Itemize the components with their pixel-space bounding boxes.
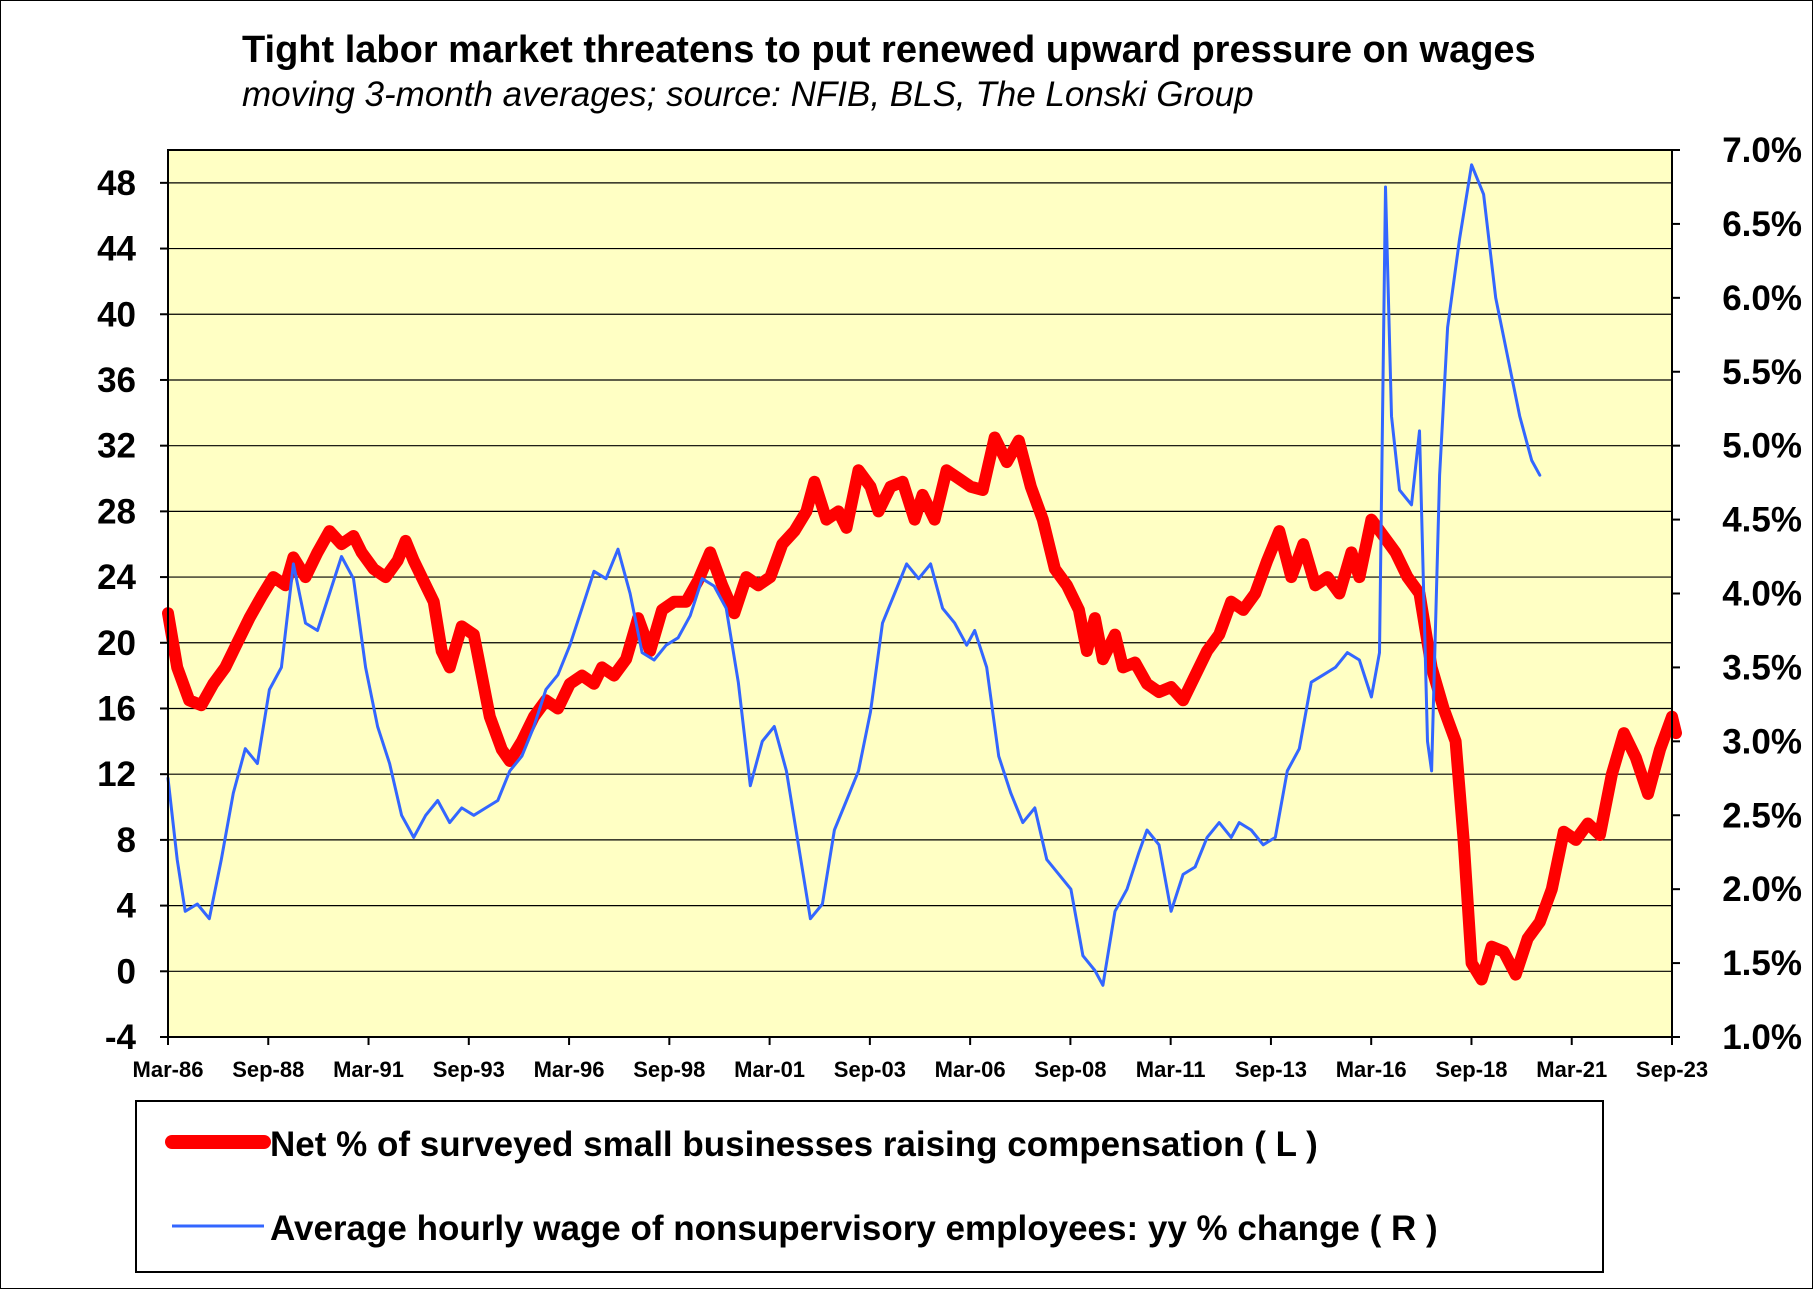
right-tick-label: 6.0% [1722,279,1802,318]
right-tick-label: 4.0% [1722,575,1802,614]
legend-label-compensation: Net % of surveyed small businesses raisi… [270,1125,1318,1164]
left-tick-label: 48 [97,164,136,203]
chart-subtitle: moving 3-month averages; source: NFIB, B… [242,75,1254,114]
left-tick-label: 20 [97,624,136,663]
x-tick-label: Mar-86 [133,1057,204,1082]
x-tick-label: Mar-91 [333,1057,404,1082]
right-tick-label: 1.5% [1722,944,1802,983]
x-tick-label: Sep-88 [232,1057,304,1082]
x-tick-label: Sep-13 [1235,1057,1307,1082]
left-tick-label: 28 [97,492,136,531]
left-tick-label: 16 [97,689,136,728]
left-tick-label: 36 [97,361,136,400]
x-tick-label: Mar-16 [1336,1057,1407,1082]
right-tick-label: 5.5% [1722,353,1802,392]
right-tick-label: 6.5% [1722,205,1802,244]
right-tick-label: 1.0% [1722,1018,1802,1057]
right-tick-label: 7.0% [1722,131,1802,170]
right-tick-label: 3.0% [1722,722,1802,761]
left-tick-label: 40 [97,295,136,334]
x-tick-label: Sep-93 [433,1057,505,1082]
chart-title: Tight labor market threatens to put rene… [242,29,1536,71]
plot-area [168,150,1672,1037]
left-tick-label: 12 [97,755,136,794]
series-line-wage [166,163,1542,987]
right-tick-label: 2.0% [1722,870,1802,909]
legend: Net % of surveyed small businesses raisi… [135,1100,1604,1273]
left-tick-label: 8 [117,821,136,860]
x-tick-label: Mar-01 [734,1057,805,1082]
right-tick-label: 3.5% [1722,648,1802,687]
right-tick-label: 4.5% [1722,501,1802,540]
x-tick-label: Mar-06 [935,1057,1006,1082]
x-tick-label: Sep-08 [1034,1057,1106,1082]
left-tick-label: 0 [117,952,136,991]
series-layer [162,163,1682,987]
left-tick-label: 4 [117,887,137,926]
left-tick-label: 32 [97,427,136,466]
x-axis: Mar-86 Sep-88 Mar-91 Sep-93 Mar-96 Sep-98 Mar-… [133,1037,1708,1082]
right-tick-label: 2.5% [1722,796,1802,835]
x-tick-label: Mar-96 [534,1057,605,1082]
x-tick-label: Sep-18 [1435,1057,1507,1082]
x-tick-label: Sep-03 [834,1057,906,1082]
series-line-compensation [162,431,1682,986]
legend-label-wage: Average hourly wage of nonsupervisory em… [270,1209,1438,1248]
legend-box [135,1100,1604,1273]
left-tick-label: -4 [105,1018,137,1057]
left-tick-label: 24 [97,558,136,597]
x-tick-label: Sep-23 [1636,1057,1708,1082]
x-tick-label: Mar-11 [1136,1057,1206,1082]
right-axis: 1.0% 1.5% 2.0% 2.5% 3.0% 3.5% 4.0% 4.5% 5.0% 5.5%… [1672,131,1802,1057]
left-tick-label: 44 [97,230,136,269]
right-tick-label: 5.0% [1722,427,1802,466]
x-tick-label: Mar-21 [1536,1057,1607,1082]
x-tick-label: Sep-98 [633,1057,705,1082]
